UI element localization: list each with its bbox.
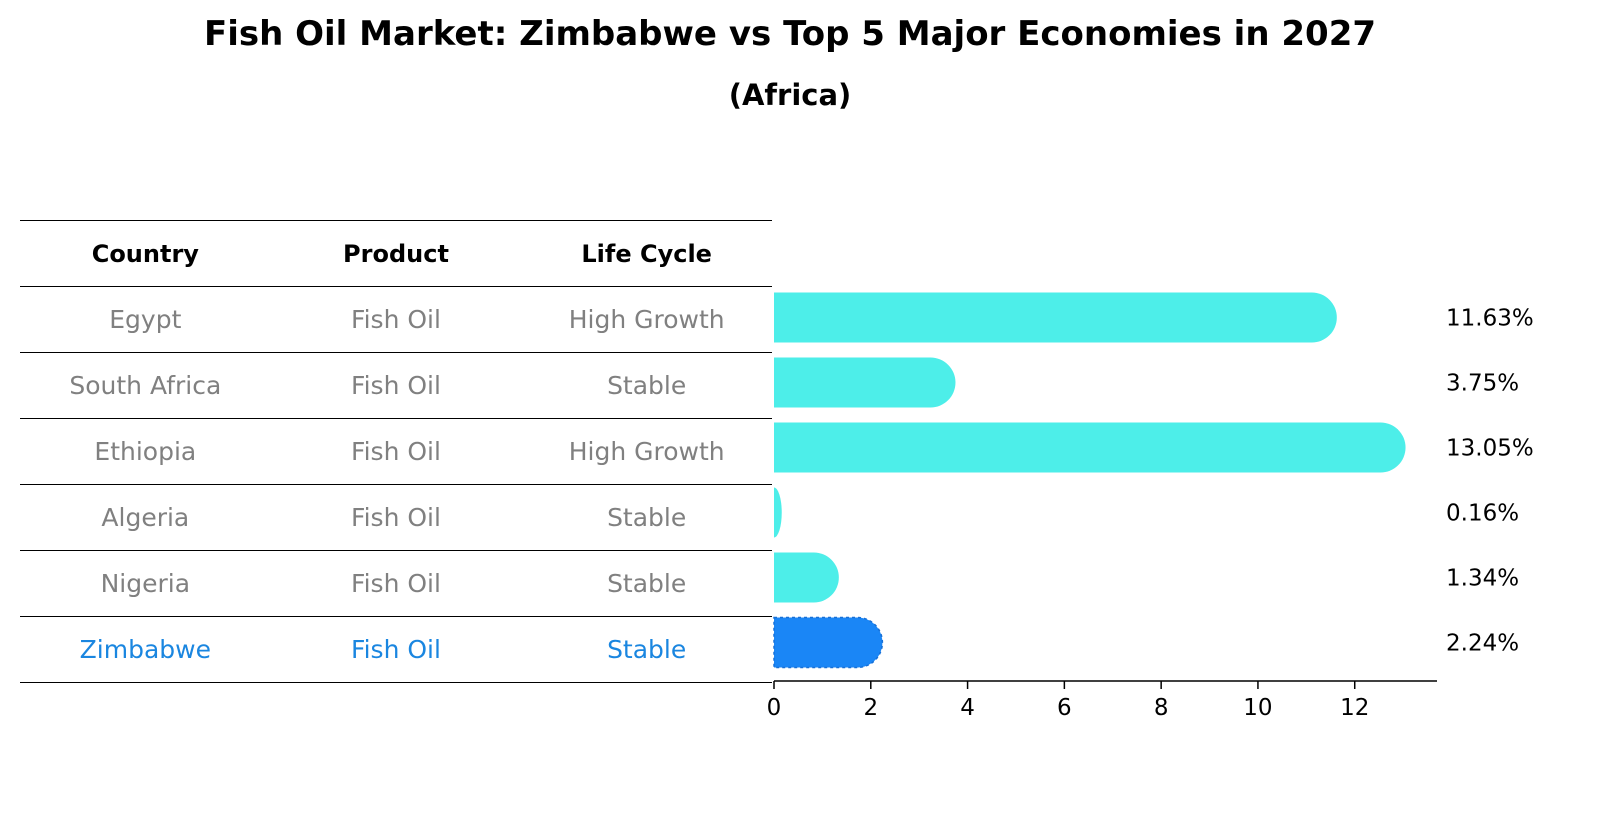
product-cell: Fish Oil — [270, 550, 522, 617]
value-label: 11.63% — [1446, 306, 1534, 332]
life-cycle-cell: Stable — [521, 616, 772, 683]
chart-subtitle: (Africa) — [728, 78, 852, 112]
country-cell: Nigeria — [20, 550, 271, 617]
bar-highlight — [773, 616, 884, 669]
table-row-highlight: Zimbabwe Fish Oil Stable — [20, 616, 772, 683]
bar — [774, 422, 1406, 473]
value-label: 13.05% — [1446, 436, 1534, 462]
value-label: 3.75% — [1446, 371, 1519, 397]
header-product: Product — [270, 220, 522, 287]
value-label: 0.16% — [1446, 501, 1519, 527]
header-country: Country — [20, 220, 271, 287]
product-cell: Fish Oil — [270, 352, 522, 419]
header-life-cycle: Life Cycle — [521, 220, 772, 287]
country-cell: Egypt — [20, 286, 271, 353]
value-label: 2.24% — [1446, 631, 1519, 657]
life-cycle-cell: High Growth — [521, 418, 772, 485]
product-cell: Fish Oil — [270, 286, 522, 353]
value-label: 1.34% — [1446, 566, 1519, 592]
life-cycle-cell: High Growth — [521, 286, 772, 353]
x-tick-label: 6 — [1057, 695, 1072, 721]
x-tick-label: 0 — [767, 695, 782, 721]
table-row: Nigeria Fish Oil Stable — [20, 550, 772, 617]
product-cell: Fish Oil — [270, 484, 522, 551]
x-tick-label: 10 — [1243, 695, 1272, 721]
table-row: Egypt Fish Oil High Growth — [20, 286, 772, 353]
life-cycle-cell: Stable — [521, 550, 772, 617]
table-row: Algeria Fish Oil Stable — [20, 484, 772, 551]
country-cell: Ethiopia — [20, 418, 271, 485]
x-tick-label: 8 — [1154, 695, 1169, 721]
market-table: Country Product Life Cycle Egypt Fish Oi… — [20, 220, 772, 683]
life-cycle-cell: Stable — [521, 484, 772, 551]
country-cell: South Africa — [20, 352, 271, 419]
bar — [774, 552, 839, 603]
x-tick-label: 4 — [960, 695, 975, 721]
x-tick-label: 12 — [1340, 695, 1369, 721]
table-row: Ethiopia Fish Oil High Growth — [20, 418, 772, 485]
table-row: South Africa Fish Oil Stable — [20, 352, 772, 419]
bar — [774, 487, 782, 538]
bar — [774, 292, 1337, 343]
country-cell: Zimbabwe — [20, 616, 271, 683]
country-cell: Algeria — [20, 484, 271, 551]
product-cell: Fish Oil — [270, 616, 522, 683]
bar — [774, 357, 956, 408]
table-header-row: Country Product Life Cycle — [20, 220, 772, 287]
product-cell: Fish Oil — [270, 418, 522, 485]
chart-title: Fish Oil Market: Zimbabwe vs Top 5 Major… — [203, 14, 1377, 54]
x-tick-label: 2 — [863, 695, 878, 721]
life-cycle-cell: Stable — [521, 352, 772, 419]
